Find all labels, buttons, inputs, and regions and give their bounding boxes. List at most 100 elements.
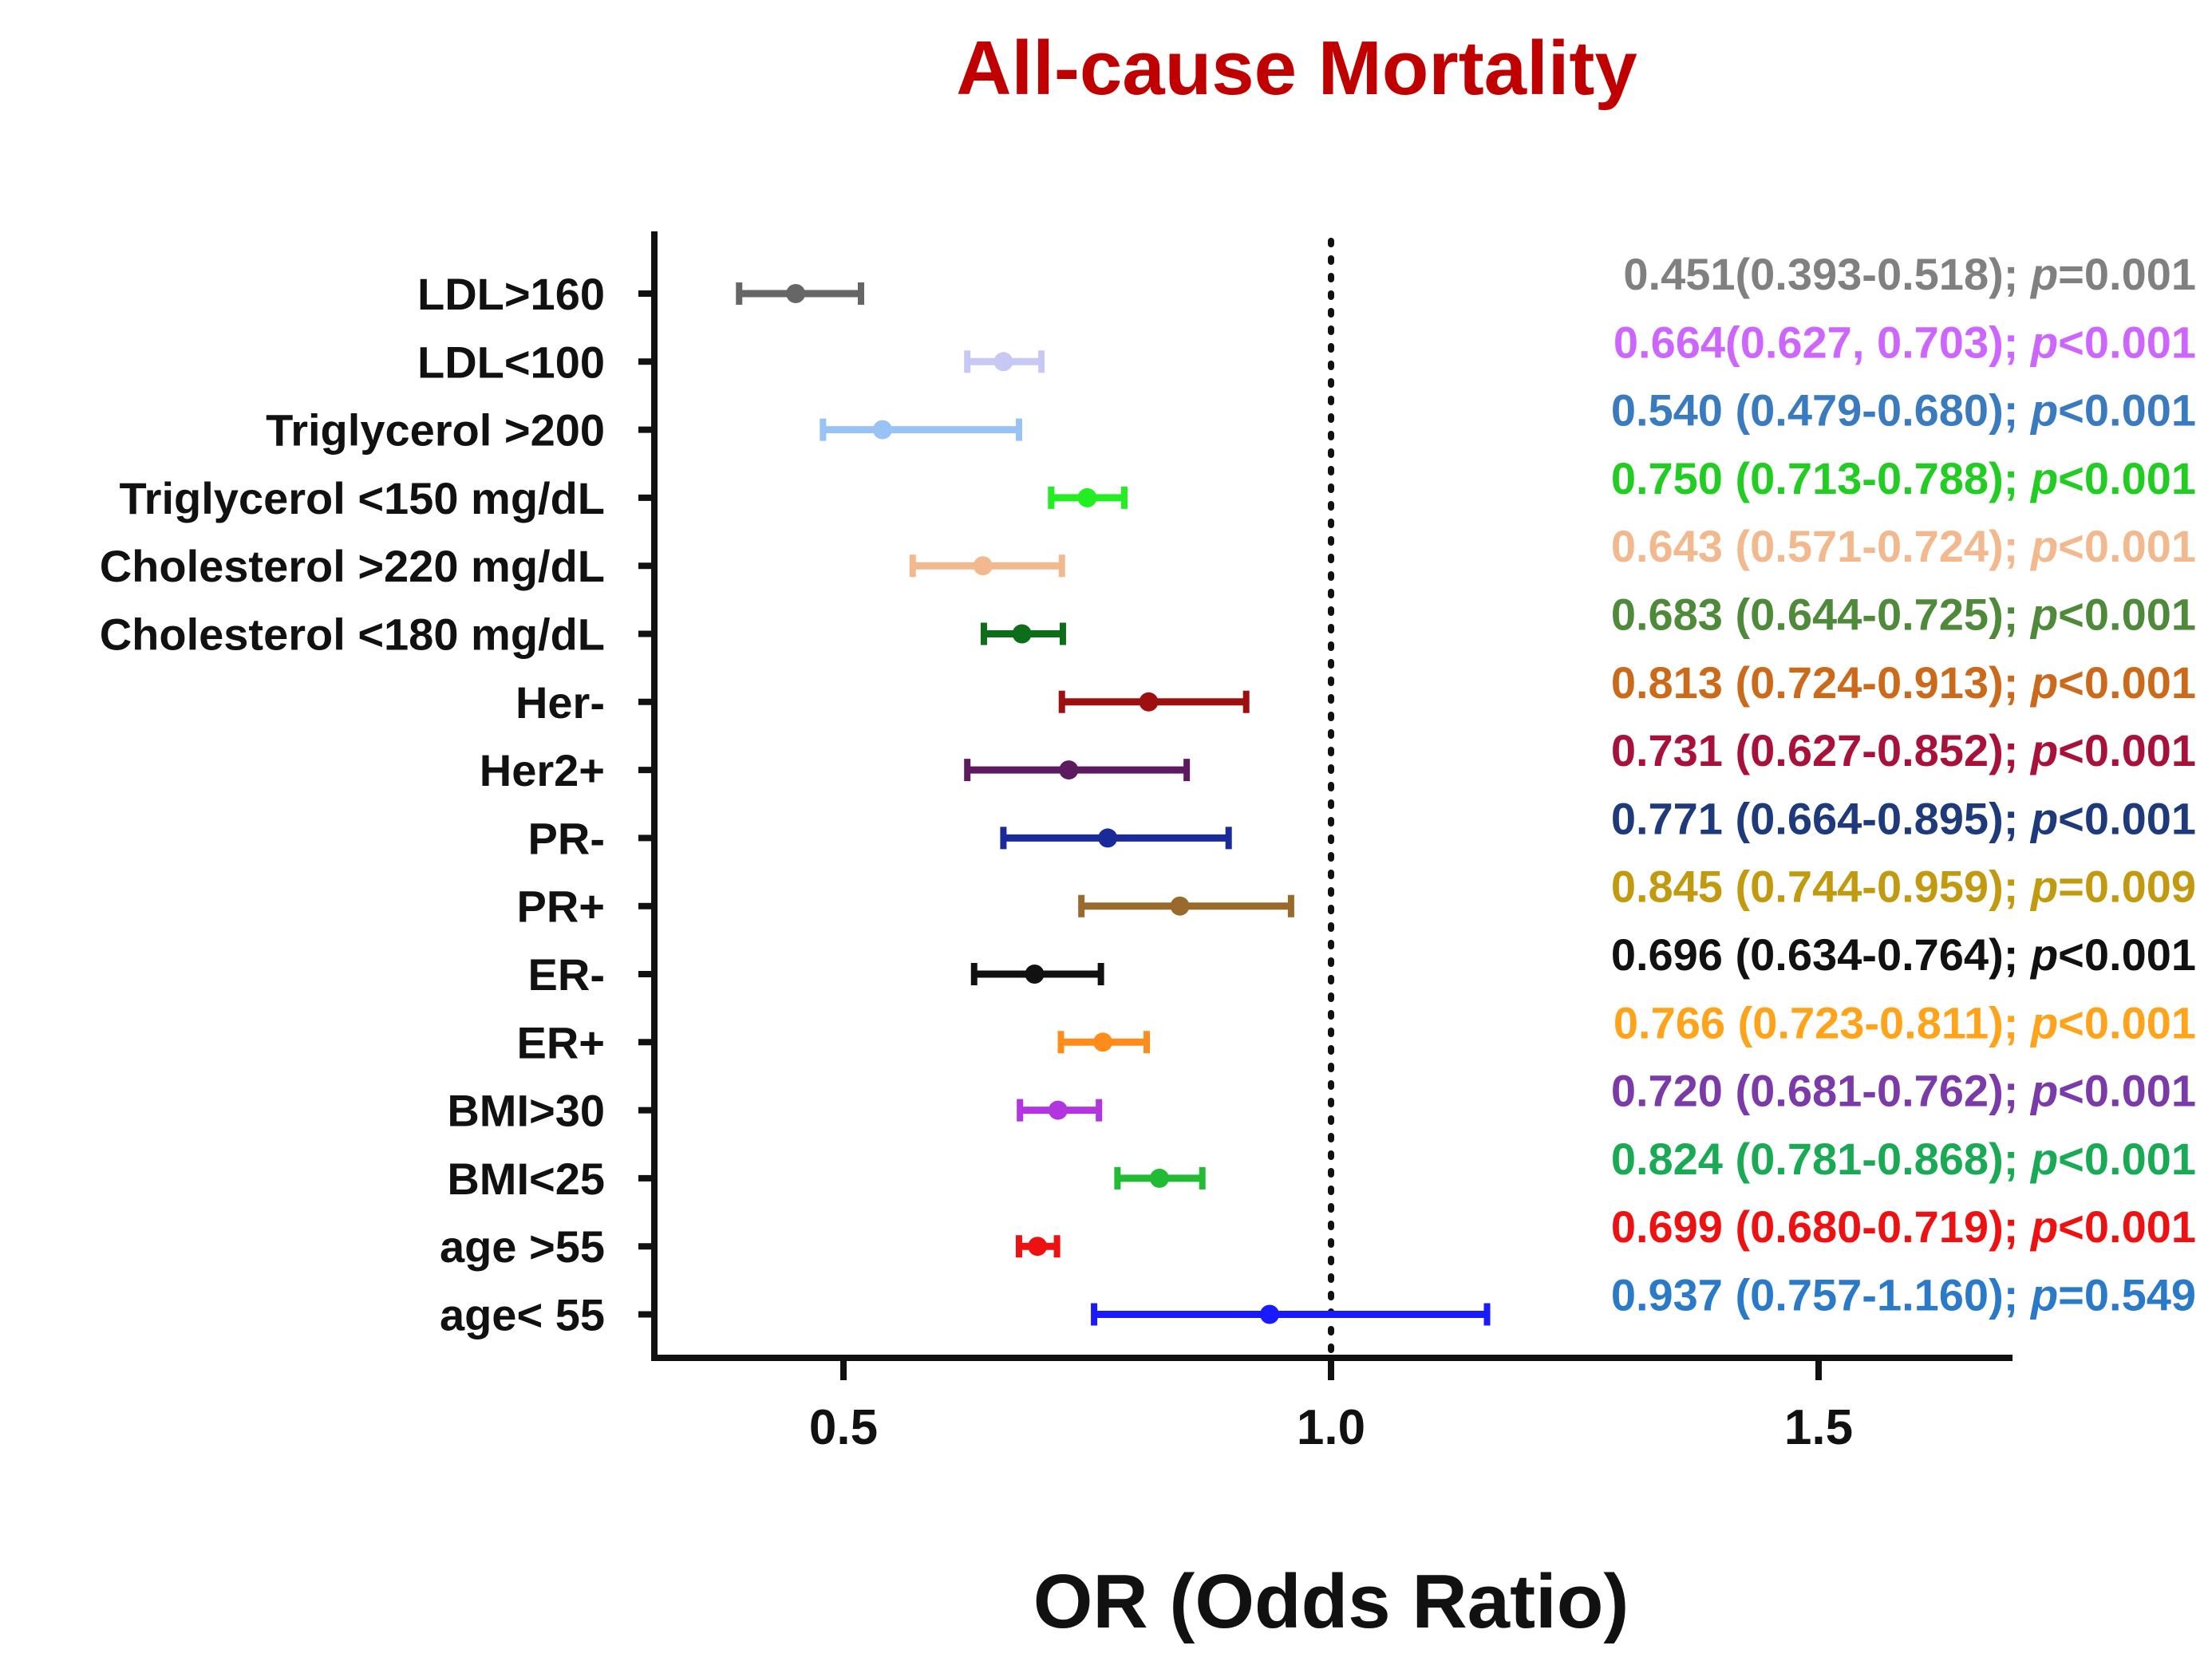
row-label: age >55 bbox=[440, 1221, 605, 1272]
x-tick-label: 1.0 bbox=[1297, 1400, 1365, 1455]
forest-row: Her2+ 0.731 (0.627-0.852); p<0.001 bbox=[480, 725, 2196, 795]
annotation-p-value: =0.001 bbox=[2058, 249, 2196, 299]
annotation-ci: 0.540 (0.479-0.680); bbox=[1611, 385, 2031, 436]
annotation-p-value: <0.001 bbox=[2058, 929, 2196, 980]
row-annotation: 0.664(0.627, 0.703); p<0.001 bbox=[1614, 317, 2196, 367]
forest-row: Triglycerol <150 mg/dL 0.750 (0.713-0.788… bbox=[120, 453, 2196, 523]
row-annotation: 0.643 (0.571-0.724); p<0.001 bbox=[1611, 521, 2196, 571]
forest-row: Her- 0.813 (0.724-0.913); p<0.001 bbox=[515, 657, 2196, 728]
annotation-p-value: <0.001 bbox=[2058, 590, 2196, 640]
or-point bbox=[1139, 692, 1159, 712]
annotation-p-value: <0.001 bbox=[2058, 657, 2196, 708]
row-annotation: 0.813 (0.724-0.913); p<0.001 bbox=[1611, 657, 2196, 708]
annotation-ci: 0.720 (0.681-0.762); bbox=[1611, 1066, 2031, 1116]
annotation-p-letter: p bbox=[2029, 385, 2058, 436]
row-annotation: 0.845 (0.744-0.959); p=0.009 bbox=[1611, 862, 2196, 912]
annotation-p-value: =0.009 bbox=[2058, 862, 2196, 912]
annotation-p-value: <0.001 bbox=[2058, 1066, 2196, 1116]
row-annotation: 0.731 (0.627-0.852); p<0.001 bbox=[1611, 725, 2196, 775]
annotation-p-letter: p bbox=[2029, 249, 2058, 299]
or-point bbox=[1170, 896, 1190, 916]
chart-title: All-cause Mortality bbox=[956, 26, 1637, 111]
forest-row: ER+ 0.766 (0.723-0.811); p<0.001 bbox=[517, 997, 2197, 1067]
annotation-p-letter: p bbox=[2029, 1134, 2058, 1184]
annotation-p-letter: p bbox=[2029, 929, 2058, 980]
or-point bbox=[1149, 1168, 1169, 1188]
forest-row: age< 55 0.937 (0.757-1.160); p=0.549 bbox=[440, 1270, 2196, 1340]
annotation-p-value: <0.001 bbox=[2058, 1201, 2196, 1252]
x-tick-label: 1.5 bbox=[1784, 1400, 1853, 1455]
annotation-ci: 0.813 (0.724-0.913); bbox=[1611, 657, 2031, 708]
row-label: PR- bbox=[528, 813, 605, 863]
annotation-ci: 0.664(0.627, 0.703); bbox=[1614, 317, 2031, 367]
annotation-ci: 0.771 (0.664-0.895); bbox=[1611, 793, 2031, 843]
forest-row: LDL>160 0.451(0.393-0.518); p=0.001 bbox=[417, 249, 2196, 319]
row-label: LDL>160 bbox=[417, 269, 605, 319]
annotation-p-value: =0.549 bbox=[2058, 1270, 2196, 1320]
row-annotation: 0.451(0.393-0.518); p=0.001 bbox=[1623, 249, 2196, 299]
row-label: Triglycerol >200 bbox=[266, 405, 605, 456]
or-point bbox=[993, 352, 1013, 372]
annotation-ci: 0.731 (0.627-0.852); bbox=[1611, 725, 2031, 775]
row-label: Her2+ bbox=[480, 745, 605, 795]
or-point bbox=[973, 556, 993, 576]
row-annotation: 0.696 (0.634-0.764); p<0.001 bbox=[1611, 929, 2196, 980]
row-annotation: 0.937 (0.757-1.160); p=0.549 bbox=[1611, 1270, 2196, 1320]
forest-row: age >55 0.699 (0.680-0.719); p<0.001 bbox=[440, 1201, 2196, 1272]
row-label: BMI>30 bbox=[447, 1086, 605, 1136]
row-annotation: 0.824 (0.781-0.868); p<0.001 bbox=[1611, 1134, 2196, 1184]
annotation-p-letter: p bbox=[2029, 793, 2058, 843]
annotation-p-value: <0.001 bbox=[2058, 725, 2196, 775]
row-label: ER- bbox=[528, 949, 605, 1000]
forest-row: Triglycerol >200 0.540 (0.479-0.680); p<0… bbox=[266, 385, 2196, 456]
annotation-p-value: <0.001 bbox=[2058, 521, 2196, 571]
annotation-p-letter: p bbox=[2029, 521, 2058, 571]
x-tick-label: 0.5 bbox=[809, 1400, 878, 1455]
row-label: Her- bbox=[515, 677, 605, 728]
forest-row: ER- 0.696 (0.634-0.764); p<0.001 bbox=[528, 929, 2196, 1000]
or-point bbox=[1260, 1304, 1280, 1324]
row-annotation: 0.771 (0.664-0.895); p<0.001 bbox=[1611, 793, 2196, 843]
annotation-p-letter: p bbox=[2029, 997, 2058, 1048]
or-point bbox=[1025, 965, 1045, 984]
annotation-ci: 0.643 (0.571-0.724); bbox=[1611, 521, 2031, 571]
row-annotation: 0.683 (0.644-0.725); p<0.001 bbox=[1611, 590, 2196, 640]
x-axis-label: OR (Odds Ratio) bbox=[1033, 1559, 1629, 1644]
annotation-p-letter: p bbox=[2029, 862, 2058, 912]
row-label: Triglycerol <150 mg/dL bbox=[120, 473, 605, 523]
annotation-ci: 0.451(0.393-0.518); bbox=[1623, 249, 2031, 299]
annotation-p-letter: p bbox=[2029, 725, 2058, 775]
or-point bbox=[872, 420, 892, 440]
forest-row: BMI>30 0.720 (0.681-0.762); p<0.001 bbox=[447, 1066, 2196, 1136]
row-annotation: 0.720 (0.681-0.762); p<0.001 bbox=[1611, 1066, 2196, 1116]
annotation-ci: 0.824 (0.781-0.868); bbox=[1611, 1134, 2031, 1184]
annotation-p-letter: p bbox=[2029, 1270, 2058, 1320]
row-label: BMI<25 bbox=[447, 1154, 605, 1204]
annotation-p-letter: p bbox=[2029, 1201, 2058, 1252]
or-point bbox=[1098, 828, 1118, 848]
annotation-p-letter: p bbox=[2029, 453, 2058, 503]
or-point bbox=[786, 284, 806, 303]
or-point bbox=[1077, 487, 1097, 507]
or-point bbox=[1048, 1100, 1068, 1120]
row-annotation: 0.750 (0.713-0.788); p<0.001 bbox=[1611, 453, 2196, 503]
forest-row: LDL<100 0.664(0.627, 0.703); p<0.001 bbox=[417, 317, 2196, 387]
annotation-p-value: <0.001 bbox=[2058, 385, 2196, 436]
annotation-p-value: <0.001 bbox=[2058, 453, 2196, 503]
annotation-p-letter: p bbox=[2029, 657, 2058, 708]
forest-row: Cholesterol >220 mg/dL 0.643 (0.571-0.724… bbox=[100, 521, 2196, 591]
annotation-p-letter: p bbox=[2029, 1066, 2058, 1116]
row-label: LDL<100 bbox=[417, 337, 605, 387]
annotation-p-value: <0.001 bbox=[2058, 317, 2196, 367]
annotation-ci: 0.937 (0.757-1.160); bbox=[1611, 1270, 2031, 1320]
forest-row: PR+ 0.845 (0.744-0.959); p=0.009 bbox=[517, 862, 2197, 932]
annotation-p-letter: p bbox=[2029, 317, 2058, 367]
or-point bbox=[1093, 1032, 1113, 1052]
row-label: Cholesterol <180 mg/dL bbox=[100, 610, 605, 660]
annotation-ci: 0.683 (0.644-0.725); bbox=[1611, 590, 2031, 640]
annotation-p-value: <0.001 bbox=[2058, 793, 2196, 843]
row-label: age< 55 bbox=[440, 1290, 605, 1340]
row-label: ER+ bbox=[517, 1017, 606, 1067]
forest-row: BMI<25 0.824 (0.781-0.868); p<0.001 bbox=[447, 1134, 2196, 1204]
